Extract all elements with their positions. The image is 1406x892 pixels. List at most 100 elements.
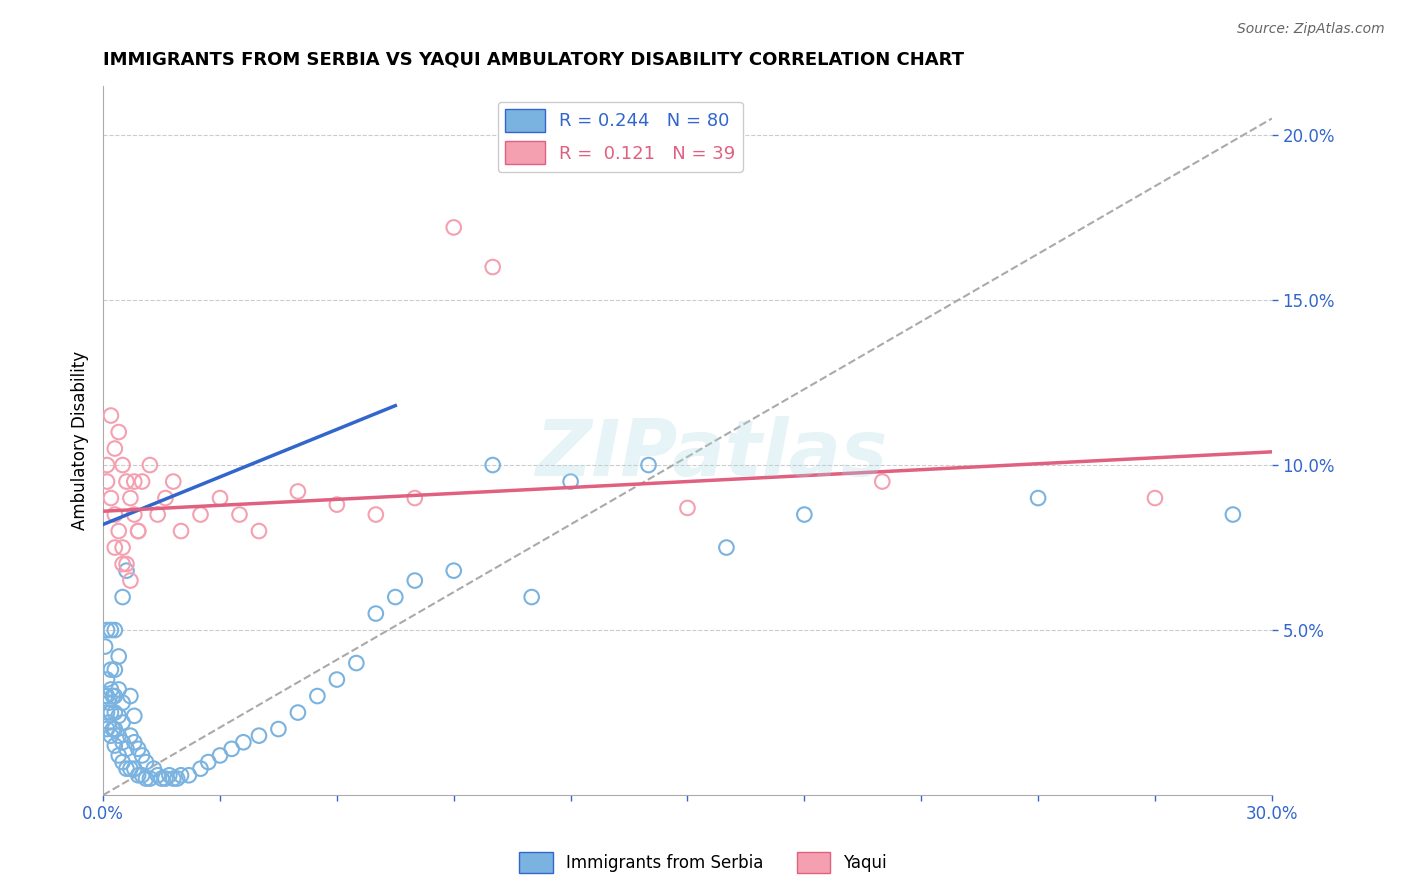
Point bbox=[100, 729, 122, 743]
Point bbox=[120, 491, 142, 505]
Point bbox=[364, 508, 387, 522]
Point bbox=[404, 574, 426, 588]
Point bbox=[107, 709, 129, 723]
Point bbox=[637, 458, 659, 472]
Point bbox=[104, 706, 127, 720]
Point bbox=[101, 722, 124, 736]
Point bbox=[793, 508, 815, 522]
Point bbox=[131, 768, 153, 782]
Point bbox=[94, 640, 117, 654]
Point bbox=[111, 458, 134, 472]
Text: Source: ZipAtlas.com: Source: ZipAtlas.com bbox=[1237, 22, 1385, 37]
Point bbox=[162, 772, 184, 786]
Point bbox=[1143, 491, 1166, 505]
Point bbox=[481, 260, 503, 274]
Point bbox=[107, 524, 129, 538]
Point bbox=[104, 722, 127, 736]
Legend: R = 0.244   N = 80, R =  0.121   N = 39: R = 0.244 N = 80, R = 0.121 N = 39 bbox=[498, 102, 742, 171]
Point bbox=[120, 689, 142, 703]
Point bbox=[127, 768, 149, 782]
Point bbox=[124, 762, 146, 776]
Point bbox=[247, 729, 270, 743]
Point bbox=[127, 524, 149, 538]
Point bbox=[146, 768, 169, 782]
Point bbox=[96, 623, 118, 637]
Point bbox=[287, 706, 309, 720]
Point bbox=[208, 748, 231, 763]
Point bbox=[139, 458, 162, 472]
Point bbox=[98, 696, 121, 710]
Point bbox=[94, 689, 117, 703]
Point bbox=[560, 475, 582, 489]
Point bbox=[170, 768, 193, 782]
Point bbox=[100, 409, 122, 423]
Point bbox=[104, 623, 127, 637]
Point bbox=[232, 735, 254, 749]
Point bbox=[96, 689, 118, 703]
Point bbox=[115, 762, 138, 776]
Point bbox=[124, 735, 146, 749]
Text: IMMIGRANTS FROM SERBIA VS YAQUI AMBULATORY DISABILITY CORRELATION CHART: IMMIGRANTS FROM SERBIA VS YAQUI AMBULATO… bbox=[103, 51, 965, 69]
Point bbox=[520, 590, 543, 604]
Point bbox=[104, 663, 127, 677]
Point bbox=[228, 508, 250, 522]
Point bbox=[139, 772, 162, 786]
Point bbox=[96, 458, 118, 472]
Point bbox=[120, 729, 142, 743]
Point bbox=[115, 557, 138, 571]
Point bbox=[111, 715, 134, 730]
Point bbox=[344, 656, 367, 670]
Point bbox=[326, 498, 349, 512]
Point bbox=[157, 768, 180, 782]
Point bbox=[1222, 508, 1244, 522]
Point bbox=[443, 564, 465, 578]
Point bbox=[100, 623, 122, 637]
Point bbox=[96, 722, 118, 736]
Point bbox=[127, 524, 149, 538]
Point bbox=[135, 772, 157, 786]
Point bbox=[127, 742, 149, 756]
Point bbox=[100, 682, 122, 697]
Point bbox=[100, 491, 122, 505]
Point bbox=[111, 590, 134, 604]
Point bbox=[716, 541, 738, 555]
Point bbox=[146, 508, 169, 522]
Point bbox=[872, 475, 894, 489]
Point bbox=[364, 607, 387, 621]
Point bbox=[1026, 491, 1049, 505]
Point bbox=[221, 742, 243, 756]
Point bbox=[124, 475, 146, 489]
Point bbox=[101, 689, 124, 703]
Point bbox=[150, 772, 173, 786]
Point bbox=[96, 706, 118, 720]
Point bbox=[111, 557, 134, 571]
Point bbox=[104, 541, 127, 555]
Point bbox=[443, 220, 465, 235]
Point bbox=[384, 590, 406, 604]
Point bbox=[107, 649, 129, 664]
Point bbox=[190, 508, 212, 522]
Legend: Immigrants from Serbia, Yaqui: Immigrants from Serbia, Yaqui bbox=[513, 846, 893, 880]
Point bbox=[104, 508, 127, 522]
Point bbox=[120, 574, 142, 588]
Point bbox=[307, 689, 329, 703]
Y-axis label: Ambulatory Disability: Ambulatory Disability bbox=[72, 351, 89, 530]
Point bbox=[107, 729, 129, 743]
Point bbox=[177, 768, 200, 782]
Point bbox=[98, 715, 121, 730]
Point bbox=[267, 722, 290, 736]
Point bbox=[111, 541, 134, 555]
Point bbox=[131, 475, 153, 489]
Point bbox=[104, 442, 127, 456]
Point bbox=[120, 762, 142, 776]
Point bbox=[162, 475, 184, 489]
Point bbox=[115, 564, 138, 578]
Text: ZIPatlas: ZIPatlas bbox=[534, 417, 887, 492]
Point bbox=[287, 484, 309, 499]
Point bbox=[107, 682, 129, 697]
Point bbox=[107, 425, 129, 439]
Point bbox=[166, 772, 188, 786]
Point bbox=[111, 735, 134, 749]
Point bbox=[155, 491, 177, 505]
Point bbox=[197, 755, 219, 769]
